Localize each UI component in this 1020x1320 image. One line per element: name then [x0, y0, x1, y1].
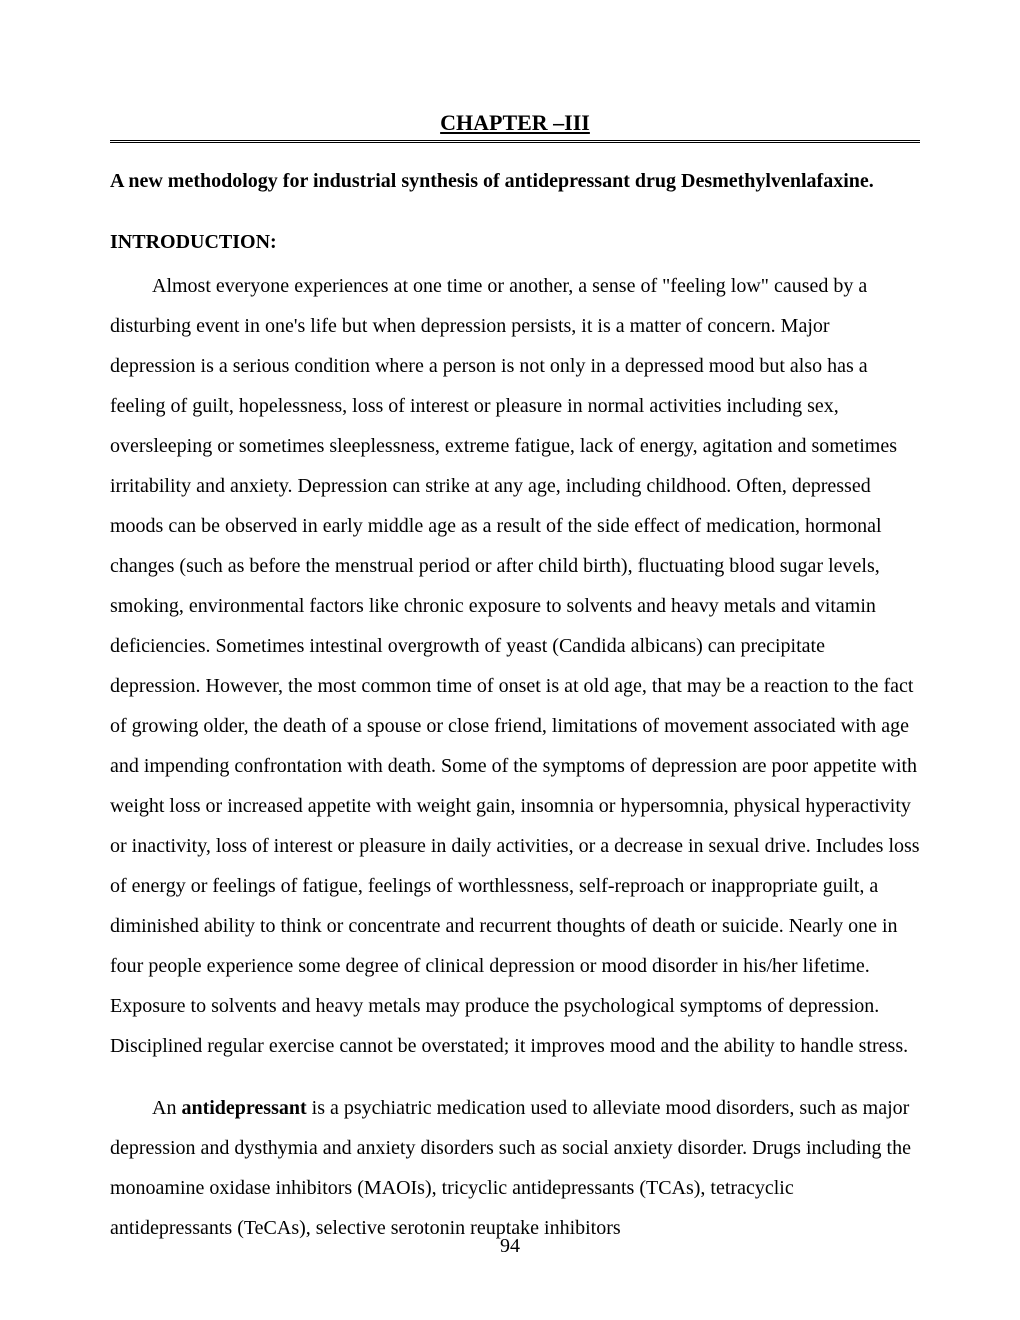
paragraph-1: Almost everyone experiences at one time … — [110, 266, 920, 1066]
section-heading-introduction: INTRODUCTION: — [110, 231, 920, 254]
paragraph-1-text: Almost everyone experiences at one time … — [110, 275, 920, 1057]
paragraph-2-lead: An — [152, 1097, 181, 1119]
paragraph-2: An antidepressant is a psychiatric medic… — [110, 1088, 920, 1248]
paragraph-2-bold-term: antidepressant — [181, 1097, 306, 1119]
chapter-heading: CHAPTER –III — [110, 110, 920, 136]
chapter-rule — [110, 140, 920, 143]
page-number: 94 — [0, 1235, 1020, 1258]
chapter-subtitle: A new methodology for industrial synthes… — [110, 161, 920, 201]
